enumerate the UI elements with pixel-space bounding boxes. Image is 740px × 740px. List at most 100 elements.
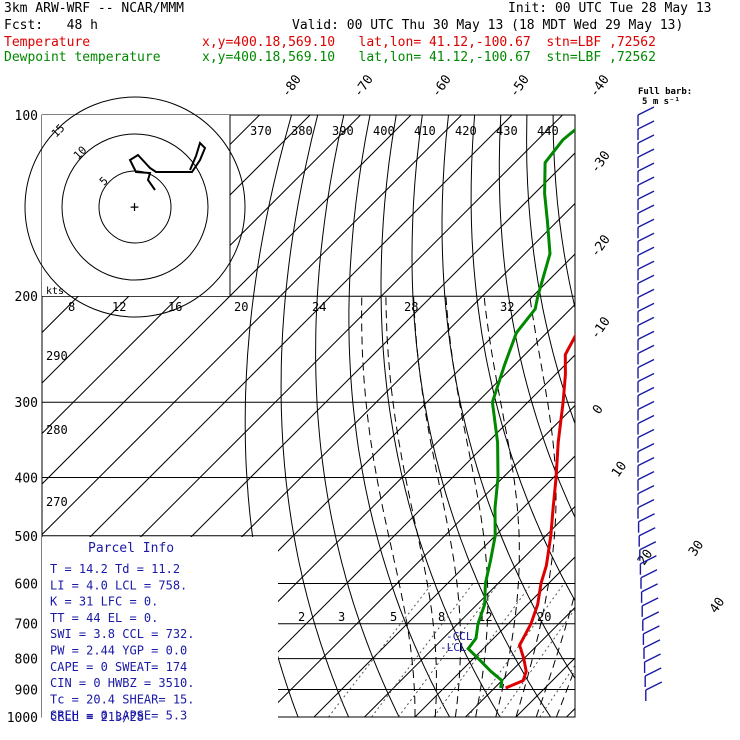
dry-adiabat-line: [441, 115, 575, 680]
mixing-ratio-label: 32: [500, 300, 514, 314]
wind-barb: [639, 541, 657, 551]
theta-label: 410: [414, 124, 436, 138]
hodograph-ring: [61, 133, 209, 281]
isotherm-line: [364, 505, 575, 718]
wind-barb: [644, 667, 662, 677]
profile-dewpoint: [466, 127, 575, 689]
pressure-label: 200: [15, 290, 38, 305]
parcel-title: Parcel Info: [88, 541, 174, 556]
mixing-ratio-label: 28: [404, 300, 418, 314]
wind-barb: [637, 344, 655, 355]
isotherm-line: [42, 115, 462, 536]
pressure-label: 900: [15, 683, 38, 698]
moist-adiabat-line: [535, 591, 575, 718]
mixing-ratio-label: 12: [112, 300, 126, 314]
mixing-ratio-line: [539, 664, 575, 718]
moist-adiabat-line: [385, 296, 437, 718]
mixing-ratio-line: [433, 583, 533, 718]
wind-barb: [637, 274, 655, 284]
theta-label: 280: [46, 423, 68, 437]
dewpoint-legend: Dewpoint temperature: [4, 50, 161, 65]
dry-adiabat-line: [470, 115, 575, 602]
wind-barb: [641, 583, 658, 593]
isotherm-line: [414, 556, 575, 718]
wind-barb: [637, 218, 655, 228]
wind-barb: [638, 527, 656, 537]
dry-adiabat-line: [658, 115, 740, 717]
dry-adiabat-line: [526, 115, 575, 425]
theta-label: 270: [46, 495, 68, 509]
parcel-row: T = 14.2 Td = 11.2: [50, 562, 180, 576]
dry-adiabat-line: [498, 115, 575, 519]
theta-label: 420: [455, 124, 477, 138]
wind-barb: [637, 246, 655, 256]
dry-adiabat-line: [280, 115, 350, 718]
barb-legend-units: 5 m s⁻¹: [642, 97, 680, 107]
wind-barb: [637, 499, 655, 509]
mixing-ratio-label: 24: [312, 300, 326, 314]
isotherm-line: [668, 115, 740, 717]
dry-adiabat-line: [605, 115, 740, 717]
wind-barb: [637, 190, 655, 200]
hodograph-trace: [128, 141, 207, 191]
wind-barb: [644, 653, 661, 663]
wind-barb: [637, 428, 655, 439]
hodograph-units: kts: [46, 286, 64, 297]
mixing-ratio-label: 2: [298, 610, 305, 624]
parcel-cell: CELL = 213/28: [50, 710, 144, 724]
wind-barb: [637, 162, 655, 172]
isotherm-line: [42, 115, 412, 485]
pressure-label: 1000: [7, 711, 38, 726]
mixing-ratio-label: 5: [390, 610, 397, 624]
wind-barb: [637, 120, 655, 130]
wind-barb: [645, 681, 663, 691]
dewpoint-location: x,y=400.18,569.10 lat,lon= 41.12,-100.67…: [202, 50, 656, 65]
parcel-row: LI = 4.0 LCL = 758.: [50, 578, 187, 592]
parcel-row: PW = 2.44 YGP = 0.0: [50, 644, 187, 658]
isotherm-label: -50: [507, 72, 533, 100]
isotherm-line: [617, 115, 740, 717]
parcel-row: SWI = 3.8 CCL = 732.: [50, 627, 195, 641]
lcl-marker: -LCL: [440, 641, 467, 654]
wind-barb: [637, 372, 655, 383]
dry-adiabat-line: [736, 115, 740, 717]
wind-barb: [637, 204, 655, 214]
moist-adiabat-line: [555, 667, 575, 718]
wind-barb: [637, 442, 655, 453]
dry-adiabat-line: [579, 115, 740, 717]
isotherm-line: [42, 115, 361, 435]
pressure-label: 800: [15, 653, 38, 668]
moist-adiabat-line: [483, 296, 520, 718]
isotherm-label: 40: [707, 595, 728, 616]
theta-label: 380: [291, 124, 313, 138]
barb-legend-title: Full barb:: [638, 87, 692, 97]
wind-barb: [637, 260, 655, 270]
wind-barb: [637, 134, 655, 144]
dry-adiabat-line: [348, 115, 451, 718]
isotherm-line: [465, 606, 575, 718]
plot-frame: [41, 114, 576, 718]
wind-barb: [637, 288, 655, 298]
parcel-row: K = 31 LFC = 0.: [50, 595, 158, 609]
temperature-location: x,y=400.18,569.10 lat,lon= 41.12,-100.67…: [202, 35, 656, 50]
hodograph-ring: [24, 96, 246, 318]
theta-label: 430: [496, 124, 518, 138]
theta-label: 390: [332, 124, 354, 138]
mixing-ratio-label: 3: [338, 610, 345, 624]
pressure-label: 600: [15, 577, 38, 592]
theta-label: 400: [373, 124, 395, 138]
isotherm-label: 10: [609, 459, 630, 480]
wind-barb: [643, 625, 660, 635]
isotherm-label: -60: [429, 72, 455, 100]
wind-barb: [640, 569, 658, 579]
profile-temperature: [505, 333, 575, 690]
theta-label: 440: [537, 124, 559, 138]
dry-adiabat-line: [710, 115, 740, 717]
temperature-legend: Temperature: [4, 35, 91, 50]
wind-barb: [637, 302, 655, 312]
parcel-row: SREH = 0 LAPSE= 5.3: [50, 709, 187, 723]
wind-barb: [637, 456, 655, 467]
isotherm-line: [263, 404, 575, 718]
parcel-info-box: Parcel Info: [42, 537, 278, 727]
